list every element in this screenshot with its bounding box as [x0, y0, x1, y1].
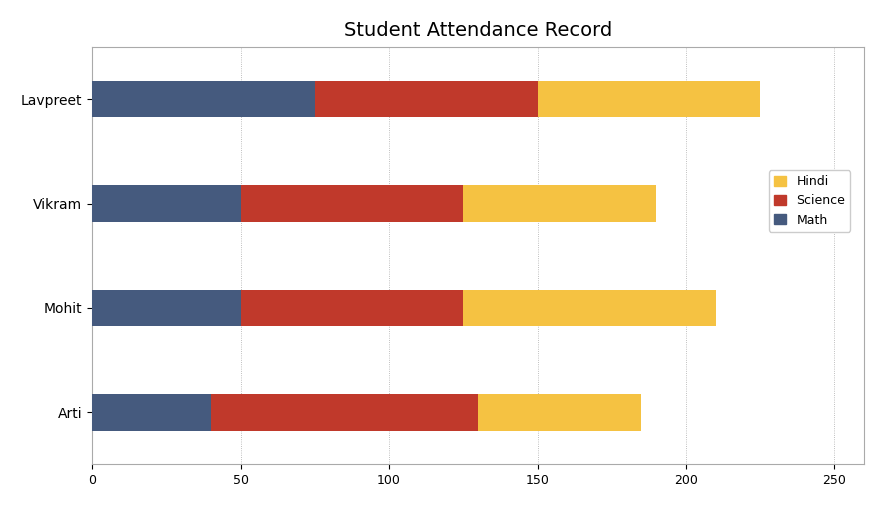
Bar — [463, 290, 716, 326]
Bar — [478, 394, 642, 430]
Bar — [537, 81, 760, 117]
Bar — [92, 394, 211, 430]
Title: Student Attendance Record: Student Attendance Record — [344, 21, 612, 40]
Bar — [92, 290, 241, 326]
Bar — [92, 81, 315, 117]
Bar — [241, 185, 463, 222]
Bar — [241, 290, 463, 326]
Legend: Hindi, Science, Math: Hindi, Science, Math — [769, 170, 850, 232]
Bar — [92, 185, 241, 222]
Bar — [315, 81, 537, 117]
Bar — [211, 394, 478, 430]
Bar — [463, 185, 657, 222]
